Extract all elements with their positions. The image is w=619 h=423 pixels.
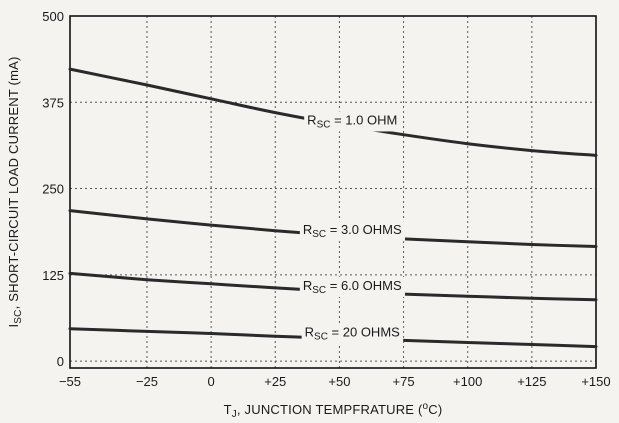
y-axis-ticks: 0 125 250 375 500 [42, 9, 64, 369]
series-label-subscript: SC [317, 119, 331, 130]
x-axis-title: TJ, JUNCTION TEMPFRATURE (oC) [224, 401, 443, 420]
y-tick-label: 500 [42, 9, 64, 24]
series-label-text: RSC = 20 OHMS [305, 325, 401, 343]
series-label-main: R [305, 325, 314, 340]
y-axis-title-text: , SHORT-CIRCUIT LOAD CURRENT (mA) [6, 56, 21, 309]
plot-area-frame [69, 15, 597, 369]
curves [68, 67, 598, 349]
series-label-value: = 20 OHMS [328, 325, 400, 340]
series-label-value: = 3.0 OHMS [326, 222, 402, 237]
y-tick-label: 375 [42, 95, 64, 110]
series-label-background [299, 221, 405, 242]
x-tick-label: +75 [393, 374, 415, 389]
x-tick-label: +125 [517, 374, 546, 389]
x-axis-title-main: T [224, 402, 232, 417]
series-label-subscript: SC [312, 285, 326, 296]
series-label-main: R [303, 278, 312, 293]
series-label: RSC = 20 OHMS [301, 323, 404, 344]
series-label-background [299, 276, 405, 297]
series-label-main: R [307, 112, 316, 127]
series-label-value: = 1.0 OHM [330, 112, 397, 127]
series-label-main: R [303, 222, 312, 237]
series-label-background [301, 323, 404, 344]
y-axis-title: ISC, SHORT-CIRCUIT LOAD CURRENT (mA) [6, 56, 24, 327]
series-label-text: RSC = 1.0 OHM [307, 112, 397, 130]
y-tick-label: 0 [57, 354, 64, 369]
series-label-value: = 6.0 OHMS [326, 278, 402, 293]
y-tick-label: 250 [42, 182, 64, 197]
x-tick-label: +25 [264, 374, 286, 389]
x-tick-label: 0 [208, 374, 215, 389]
series-label-subscript: SC [314, 332, 328, 343]
series-label: RSC = 1.0 OHM [304, 111, 401, 132]
x-tick-label: +150 [581, 374, 610, 389]
x-axis-ticks: −55 −25 0 +25 +50 +75 +100 +125 +150 [59, 374, 611, 389]
x-tick-label: −25 [136, 374, 158, 389]
series-label: RSC = 6.0 OHMS [299, 276, 405, 297]
series-label-background [304, 111, 401, 132]
y-axis-title-subscript: SC [13, 309, 24, 323]
x-axis-title-text: , JUNCTION TEMPFRATURE ( [237, 402, 423, 417]
grid [70, 16, 596, 368]
series-label-text: RSC = 6.0 OHMS [303, 278, 402, 296]
y-tick-label: 125 [42, 268, 64, 283]
x-axis-title-subscript: J [232, 409, 237, 420]
x-axis-title-end: C) [428, 402, 442, 417]
x-tick-label: −55 [59, 374, 81, 389]
x-tick-label: +100 [453, 374, 482, 389]
series-label-subscript: SC [312, 229, 326, 240]
series-label: RSC = 3.0 OHMS [299, 221, 405, 242]
series-label-text: RSC = 3.0 OHMS [303, 222, 402, 240]
x-axis-title-superscript: o [423, 401, 429, 412]
x-tick-label: +50 [328, 374, 350, 389]
y-axis-title-main: I [6, 324, 21, 328]
